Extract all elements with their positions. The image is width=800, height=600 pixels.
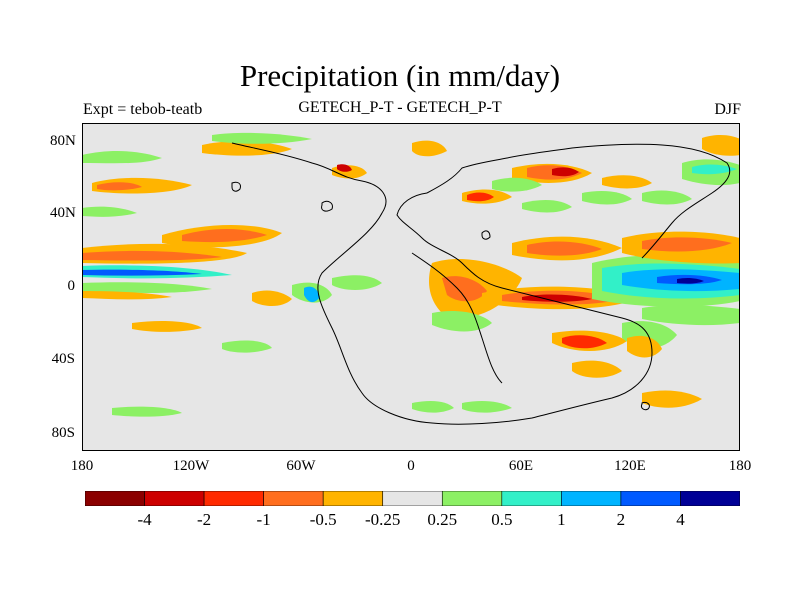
anomaly-patch <box>627 335 662 358</box>
y-tick-label: 40N <box>50 205 76 221</box>
y-tick-label: 80S <box>51 425 75 441</box>
colorbar-label: -2 <box>196 510 212 529</box>
anomaly-patch <box>412 400 454 413</box>
x-tick-label: 120W <box>172 458 210 474</box>
experiment-label: Expt = tebob-teatb <box>83 101 203 118</box>
colorbar <box>85 491 740 506</box>
coastlines <box>231 142 731 425</box>
colorbar-label: -1 <box>256 510 271 529</box>
colorbar-swatch <box>501 491 562 506</box>
colorbar-swatch <box>620 491 681 506</box>
colorbar-swatch <box>680 491 740 506</box>
colorbar-label: 2 <box>616 510 626 529</box>
y-tick-label: 80N <box>50 133 76 149</box>
map-border <box>82 123 740 451</box>
anomaly-patch <box>642 190 692 205</box>
anomaly-patch <box>642 305 740 326</box>
coastline-islands <box>231 181 650 411</box>
x-tick-label: 60W <box>286 458 316 474</box>
colorbar-swatch <box>561 491 622 506</box>
anomaly-patch <box>582 191 632 205</box>
anomaly-patch <box>702 135 740 156</box>
anomaly-patch <box>492 177 542 192</box>
y-tick-label: 40S <box>51 351 75 367</box>
y-tick-label: 0 <box>67 278 76 294</box>
x-tick-label: 180 <box>728 458 752 474</box>
anomaly-patch <box>602 175 652 189</box>
anomaly-patch <box>97 182 142 191</box>
colorbar-label: -4 <box>137 510 152 529</box>
colorbar-label: -0.25 <box>365 510 401 529</box>
colorbar-label: -0.5 <box>309 510 337 529</box>
anomaly-patch <box>304 286 320 303</box>
anomaly-patch <box>332 275 382 290</box>
season-label: DJF <box>714 101 741 118</box>
anomaly-patch <box>432 311 492 332</box>
colorbar-label: 1 <box>557 510 566 529</box>
anomaly-patch <box>202 141 292 156</box>
coastline-eurasia <box>426 143 731 259</box>
anomaly-patch <box>212 132 312 144</box>
anomaly-patch <box>82 291 172 300</box>
anomaly-patch <box>182 229 267 243</box>
colorbar-swatch <box>441 491 503 506</box>
x-tick-label: 120E <box>614 458 646 474</box>
x-tick-label: 180 <box>70 458 94 474</box>
anomaly-patch <box>642 237 732 252</box>
anomaly-patch <box>337 164 352 172</box>
coastline-americas <box>231 142 653 425</box>
anomaly-patch <box>562 335 607 349</box>
anomaly-patch <box>82 282 212 293</box>
coastline-south <box>411 252 503 384</box>
colorbar-label: 0.5 <box>491 510 513 529</box>
colorbar-swatch <box>322 491 384 506</box>
anomaly-patch <box>132 320 202 332</box>
anomaly-patch <box>642 390 702 408</box>
precipitation-map <box>82 123 740 451</box>
colorbar-swatch <box>382 491 443 506</box>
anomaly-patch <box>112 406 182 417</box>
colorbar-label: 4 <box>676 510 685 529</box>
colorbar-swatch <box>263 491 324 506</box>
dataset-label: GETECH_P-T - GETECH_P-T <box>298 99 502 116</box>
anomaly-patches <box>82 132 740 417</box>
colorbar-swatch <box>203 491 264 506</box>
anomaly-patch <box>412 140 447 157</box>
anomaly-patch <box>677 277 704 284</box>
anomaly-patch <box>82 151 162 164</box>
anomaly-patch <box>82 250 222 261</box>
anomaly-patch <box>527 241 602 256</box>
anomaly-patch <box>82 269 202 276</box>
colorbar-swatch <box>85 491 145 506</box>
anomaly-patch <box>442 276 487 302</box>
anomaly-patch <box>522 294 592 302</box>
anomaly-patch <box>252 290 292 306</box>
anomaly-patch <box>552 167 579 177</box>
anomaly-patch <box>462 400 512 413</box>
anomaly-patch <box>82 206 137 217</box>
anomaly-patch <box>222 340 272 353</box>
anomaly-patch <box>467 192 494 202</box>
map-title: Precipitation (in mm/day) <box>239 58 561 93</box>
anomaly-patch <box>572 360 622 378</box>
colorbar-label: 0.25 <box>427 510 458 529</box>
x-tick-label: 60E <box>508 458 534 474</box>
anomaly-patch <box>522 199 572 213</box>
colorbar-swatch <box>144 491 205 506</box>
anomaly-patch <box>692 164 737 175</box>
x-tick-label: 0 <box>407 458 415 474</box>
